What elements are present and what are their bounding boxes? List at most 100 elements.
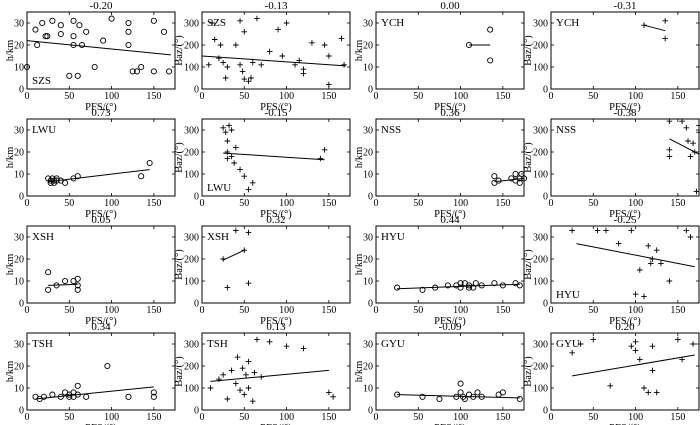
panel-6-data-point: [241, 173, 248, 179]
panel-3-ylabel: h/km: [354, 40, 365, 62]
panel-7-xtick-label: 150: [495, 198, 510, 209]
panel-2-ylabel: Baz/(°): [174, 35, 185, 66]
panel-12-ylabel: Baz/(°): [523, 249, 534, 280]
panel-11-xtick-label: 100: [453, 305, 468, 316]
panel-7-frame: [375, 118, 525, 197]
panel-13-xtick-label: 50: [64, 412, 74, 423]
panel-1-data-point: [160, 28, 168, 35]
panel-14-fit-line: [210, 369, 329, 382]
panel-6-ytick-label: 100: [184, 170, 199, 181]
panel-14-data-point: [220, 372, 226, 378]
panel-8-data-point: [696, 129, 700, 135]
panel-1-xtick-label: 50: [64, 91, 74, 102]
panel-11-ytick-label: 30: [363, 233, 373, 244]
panel-5-ytick-label: 30: [14, 126, 24, 137]
panel-13-data-point: [49, 391, 56, 398]
panel-8-ytick-label: 100: [533, 170, 548, 181]
panel-6-data-point: [220, 125, 226, 131]
panel-12-data-point: [637, 267, 643, 273]
panel-7-ytick-label: 20: [363, 148, 373, 159]
panel-1-data-point: [108, 15, 115, 22]
panel-15-xtick-label: 150: [495, 412, 510, 423]
panel-8-ytick-label: 0: [543, 192, 548, 203]
panel-2-ytick-label: 200: [184, 41, 199, 52]
panel-10-ylabel: Baz/(°): [174, 249, 185, 280]
panel-1-data-point: [129, 68, 136, 75]
panel-2-data-point: [222, 75, 229, 81]
panel-13-xtick-label: 100: [104, 412, 119, 423]
panel-1-data-point: [150, 17, 157, 24]
panel-1-data-point: [100, 37, 107, 44]
panel-15-xlabel: PFS/(°): [434, 423, 466, 425]
panel-10-xtick-label: 0: [200, 305, 205, 316]
panel-1-data-point: [57, 22, 64, 29]
panel-9-ytick-label: 0: [19, 299, 24, 310]
panel-2-ytick-label: 0: [194, 85, 199, 96]
panel-13-data-point: [74, 382, 81, 389]
panel-16-frame: [550, 332, 700, 411]
panel-3-title: 0.00: [440, 0, 460, 12]
panel-16-ylabel: Baz/(°): [523, 356, 534, 387]
panel-4-station-label: YCH: [556, 17, 579, 29]
panel-3-xtick-label: 100: [453, 91, 468, 102]
panel-14-data-point: [330, 394, 336, 400]
panel-10-data-point: [241, 247, 248, 253]
panel-14-xtick-label: 100: [279, 412, 294, 423]
panel-14-ytick-label: 300: [184, 340, 199, 351]
panel-9-xtick-label: 50: [64, 305, 74, 316]
panel-2-data-point: [224, 64, 231, 70]
panel-1-data-point: [42, 33, 49, 40]
panel-15-data-point: [453, 393, 460, 400]
panel-12-data-point: [628, 227, 635, 234]
panel-16-data-point: [577, 341, 584, 347]
panel-1-data-point: [70, 17, 77, 24]
panel-14-xtick-label: 150: [321, 412, 336, 423]
panel-7-fit-line: [494, 177, 525, 183]
panel-5-data-point: [138, 173, 145, 180]
panel-5-title: 0.73: [91, 107, 111, 119]
panel-11-xtick-label: 0: [374, 305, 379, 316]
panel-12-data-point: [687, 234, 694, 240]
panel-2-data-point: [283, 20, 290, 26]
panel-13-ytick-label: 10: [14, 384, 24, 395]
panel-16-data-point: [649, 367, 656, 374]
panel-6-xtick-label: 0: [200, 198, 205, 209]
panel-10-ytick-label: 100: [184, 277, 199, 288]
panel-16-station-label: GYU: [556, 338, 580, 350]
panel-2-data-point: [220, 59, 226, 66]
panel-10-data-point: [233, 227, 239, 234]
panel-16-xtick-label: 100: [628, 412, 643, 423]
panel-1-data-point: [76, 22, 83, 29]
panel-8-data-point: [666, 153, 673, 160]
panel-4-frame: [550, 11, 700, 90]
panel-9-fit-line: [48, 283, 78, 286]
panel-2-data-point: [249, 59, 256, 66]
panel-2-data-point: [217, 42, 224, 48]
panel-11-xtick-label: 50: [413, 305, 423, 316]
panel-12-xtick-label: 50: [588, 305, 598, 316]
panel-2-data-point: [341, 62, 347, 68]
panel-6-ytick-label: 300: [184, 126, 199, 137]
panel-2-data-point: [326, 81, 332, 88]
panel-7-ytick-label: 0: [368, 192, 373, 203]
panel-1-ylabel: h/km: [5, 40, 16, 62]
panel-12-data-point: [666, 278, 673, 284]
panel-6-data-point: [224, 138, 231, 144]
panel-16-data-point: [690, 341, 696, 347]
panel-3-xtick-label: 150: [495, 91, 510, 102]
panel-1-data-point: [44, 33, 51, 40]
panel-3-xlabel: PFS/(°): [434, 102, 466, 113]
panel-6-data-point: [321, 147, 328, 153]
panel-12-data-point: [653, 247, 660, 253]
panel-6-ytick-label: 200: [184, 148, 199, 159]
panel-15-data-point: [436, 395, 443, 403]
panel-11-xlabel: PFS/(°): [434, 316, 466, 327]
panel-12-frame: [550, 225, 700, 304]
panel-12-data-point: [603, 227, 609, 234]
panel-4-fit-line: [643, 24, 666, 32]
panel-16-ytick-label: 0: [543, 406, 548, 417]
panel-8-data-point: [690, 140, 696, 146]
panel-6-xlabel: PFS/(°): [260, 209, 292, 220]
panel-2-data-point: [326, 53, 332, 59]
panel-11-data-point: [457, 280, 464, 287]
